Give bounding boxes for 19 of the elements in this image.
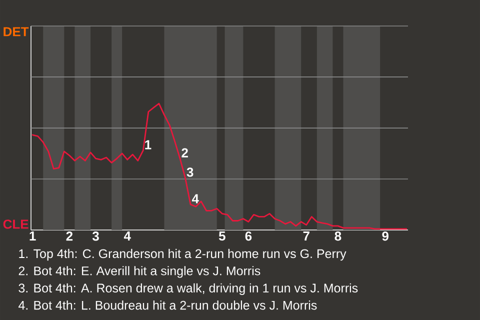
x-tick-label: 4	[124, 232, 131, 240]
text: 4. Bot 4th: L. Boudreau hit a 2-run double vs J. Morris	[18, 300, 317, 310]
text: 1. Top 4th: C. Granderson hit a 2-run home run vs G. Perry	[19, 248, 346, 261]
x-tick-label: 6	[245, 232, 252, 241]
text: 3. Bot 4th: A. Rosen drew a walk, driving in 1 run vs J. Morris	[18, 283, 358, 295]
x-tick-label: 9	[382, 232, 388, 241]
x-tick-label: 7	[303, 232, 310, 240]
x-tick-label: 1	[30, 232, 36, 240]
text: 2. Bot 4th: E. Averill hit a single vs J. Morris	[18, 266, 260, 278]
x-tick-label: 3	[92, 232, 99, 241]
annotation: 4	[192, 194, 199, 204]
x-tick-label: 8	[334, 232, 342, 241]
annotation: 2	[182, 148, 188, 158]
annotation: 3	[186, 168, 194, 177]
annotation: 1	[145, 140, 152, 150]
text: DET	[4, 27, 29, 36]
x-tick-label: 2	[66, 232, 73, 241]
text: CLE	[3, 220, 28, 229]
x-tick-label: 5	[218, 232, 226, 241]
